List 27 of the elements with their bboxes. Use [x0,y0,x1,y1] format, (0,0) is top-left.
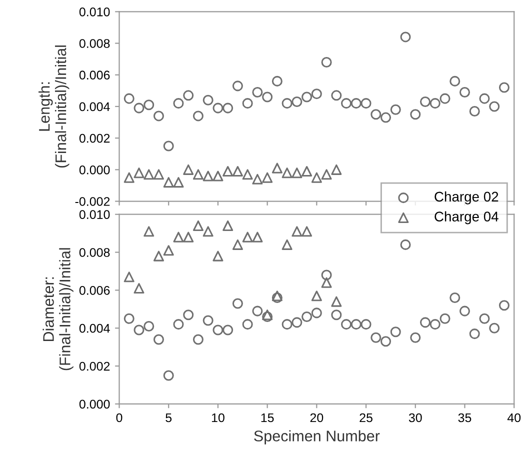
x-tick-label: 20 [310,413,324,422]
x-tick-label: 40 [507,413,521,422]
x-tick-label: 0 [116,413,122,422]
y-tick-label: 0.004 [79,102,110,112]
y-tick-label: 0.000 [79,400,110,409]
y-axis-title: Diameter: (Final-Initial)/Initial [42,248,74,370]
y-tick-label: 0.010 [79,7,110,16]
y-tick-label: 0.000 [79,165,110,174]
x-tick-label: 35 [458,413,472,422]
y-tick-label: 0.010 [79,210,110,220]
legend-label: Charge 04 [434,211,498,224]
y-tick-label: 0.008 [79,248,110,257]
y-tick-label: 0.008 [79,39,110,48]
y-axis-title: Length: (Final-Initial)/Initial [38,46,70,168]
y-tick-label: -0.002 [75,197,110,206]
x-tick-label: 30 [408,413,422,422]
x-tick-label: 5 [166,413,172,422]
y-tick-label: 0.006 [79,70,110,80]
y-tick-label: 0.002 [79,362,110,371]
y-tick-label: 0.006 [79,286,110,295]
y-tick-label: 0.002 [79,134,110,143]
y-tick-label: 0.004 [79,324,110,333]
x-tick-label: 15 [261,413,274,422]
legend-label: Charge 02 [434,191,498,204]
x-tick-label: 10 [212,413,224,422]
x-axis-title: Specimen Number [254,430,380,444]
x-tick-label: 25 [360,413,372,422]
